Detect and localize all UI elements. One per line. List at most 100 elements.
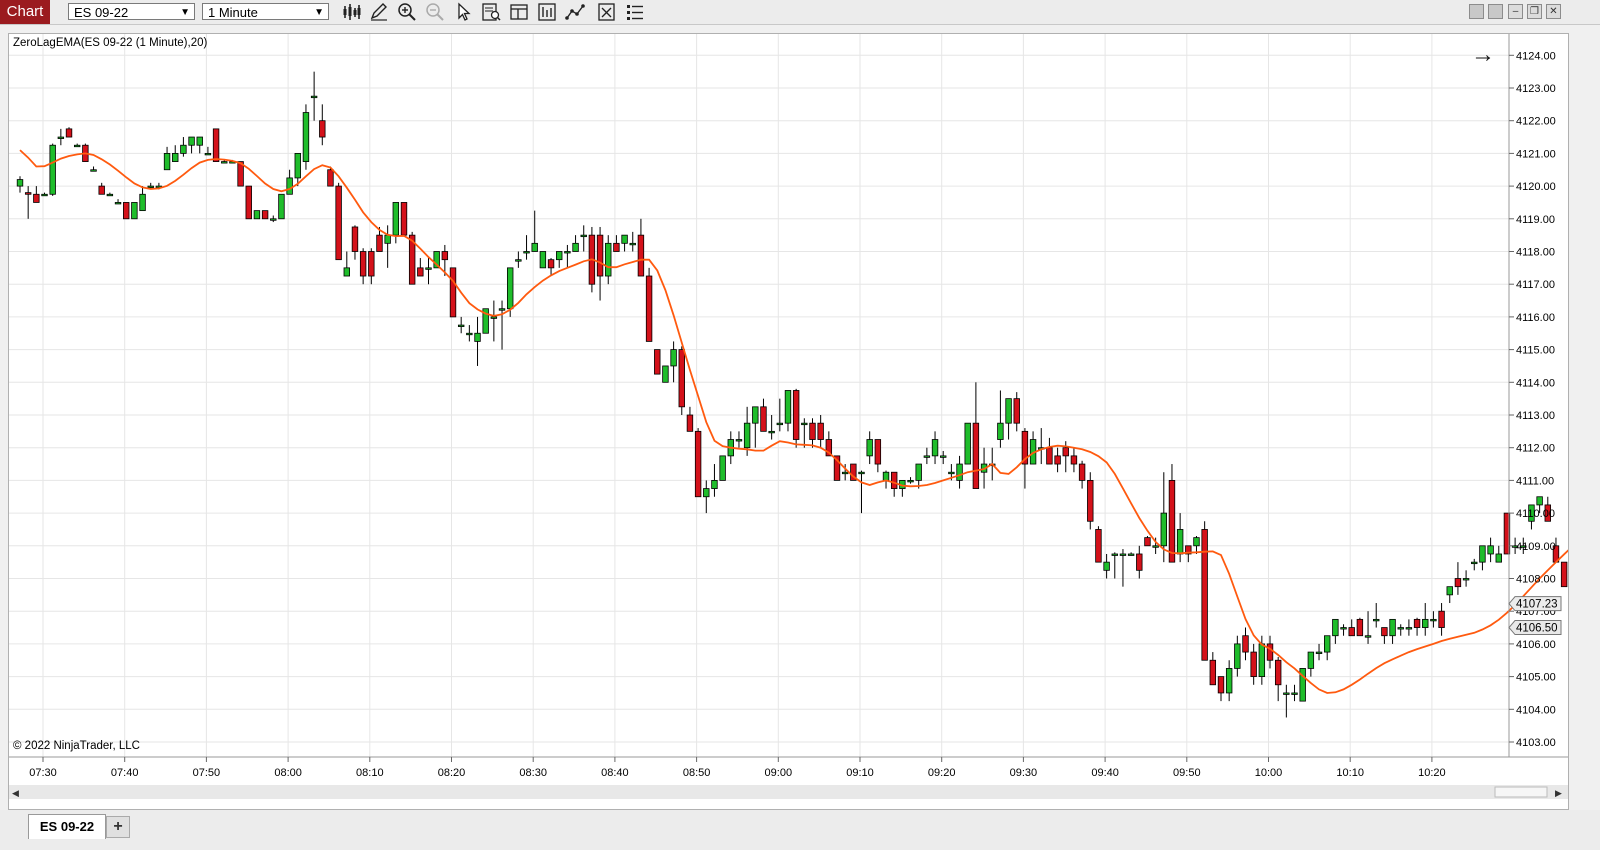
price-tick-label: 4118.00 [1516,247,1555,259]
bar-type-icon[interactable] [340,2,362,22]
candle [172,145,179,162]
candle-body [760,406,767,432]
chart-tab[interactable]: Chart [0,0,50,24]
candle [1528,504,1535,530]
candle [1454,562,1462,595]
time-tick-label: 08:10 [356,767,384,779]
candle-body [1291,692,1298,695]
candle [637,218,645,277]
scrollbar-thumb[interactable] [1494,786,1548,798]
candle-body [547,259,555,269]
candle [490,300,498,342]
instrument-selector[interactable]: ES 09-22 ▼ [68,3,195,20]
tab-es-09-22[interactable]: ES 09-22 [28,814,106,839]
candle [654,349,661,375]
layout-a-icon[interactable] [1469,4,1484,19]
candle [1381,627,1388,644]
candle-body [204,153,212,156]
candle-body [98,185,105,195]
candle-body [1520,545,1527,548]
pencil-draw-icon[interactable] [368,2,390,22]
candle-body [1005,398,1012,424]
price-chart[interactable]: 4103.004104.004105.004106.004107.004108.… [9,34,1600,809]
candle [1340,624,1347,636]
scroll-right-icon[interactable]: ▶ [1555,788,1562,798]
close-button[interactable]: ✕ [1546,4,1561,19]
candle [1038,428,1045,465]
candle-body [1136,553,1143,571]
candle [923,447,931,465]
add-tab-button[interactable]: + [106,816,130,838]
chart-panel[interactable]: 4103.00 4104.00 4105.00 4106.00 4107.00 4108.… [8,33,1600,810]
candle [310,71,318,121]
window-properties-icon[interactable] [508,2,530,22]
horizontal-scrollbar[interactable] [9,785,1568,799]
candle-body [817,422,824,440]
indicators-list-icon[interactable] [624,2,646,22]
candle-body [768,430,775,434]
strategy-icon[interactable] [596,2,618,22]
candle-body [866,439,873,457]
candle-body [506,267,514,310]
candle-body [417,267,424,277]
data-box-icon[interactable] [480,2,502,22]
candle-body [384,234,391,244]
candle-body [703,488,710,498]
restore-button[interactable]: ❐ [1527,4,1542,19]
candle [1176,513,1184,563]
candle [915,463,922,489]
time-tick-label: 08:50 [683,767,711,779]
zoom-in-icon[interactable] [396,2,418,22]
candle-body [686,414,694,432]
candle [1225,660,1233,702]
candle [866,431,873,465]
candle-body [24,192,32,195]
interval-selector[interactable]: 1 Minute ▼ [202,3,329,20]
candle-body [400,202,408,236]
candle-body [1307,651,1315,669]
candle [1536,496,1543,514]
scroll-right-arrow-icon[interactable]: → [1471,41,1495,68]
candle-body [41,193,48,197]
candle [1119,549,1127,587]
drawing-tools-icon[interactable] [564,2,586,22]
zoom-out-icon[interactable] [424,2,446,22]
scroll-left-icon[interactable]: ◀ [12,788,19,798]
indicator-label: ZeroLagEMA(ES 09-22 (1 Minute),20) [13,37,207,49]
candle [1324,635,1331,661]
candle [1078,460,1086,489]
price-axis: 4103.004104.004105.004106.004107.004108.… [1509,50,1556,749]
layout-b-icon[interactable] [1488,4,1503,19]
candle [972,382,980,489]
candle [1413,617,1421,636]
candle [106,192,114,197]
candle-body [809,422,816,440]
candle [1471,558,1478,571]
candle-body [923,455,931,458]
candle [580,225,587,252]
candle-body [1438,610,1445,628]
pointer-icon[interactable] [452,2,474,22]
minimize-button[interactable]: – [1508,4,1523,19]
chart-style-icon[interactable] [536,2,558,22]
candle-body [1528,504,1535,522]
candle-body [1225,668,1233,694]
candle-body [286,177,293,195]
candle-body [433,251,440,269]
candle-body [1487,545,1494,555]
candle [850,463,857,481]
candle [1373,603,1380,628]
candle-body [1193,537,1200,547]
candle [368,248,375,285]
candle-body [278,193,285,220]
candle-body [73,144,81,148]
candle [1348,619,1355,637]
candle-body [1381,627,1388,637]
candle [261,210,269,220]
candle-body [613,242,620,252]
candle-body [408,234,416,285]
candle [286,169,293,195]
candle-body [1168,479,1176,563]
price-tick-label: 4106.00 [1516,639,1556,651]
candle-body [490,316,498,319]
